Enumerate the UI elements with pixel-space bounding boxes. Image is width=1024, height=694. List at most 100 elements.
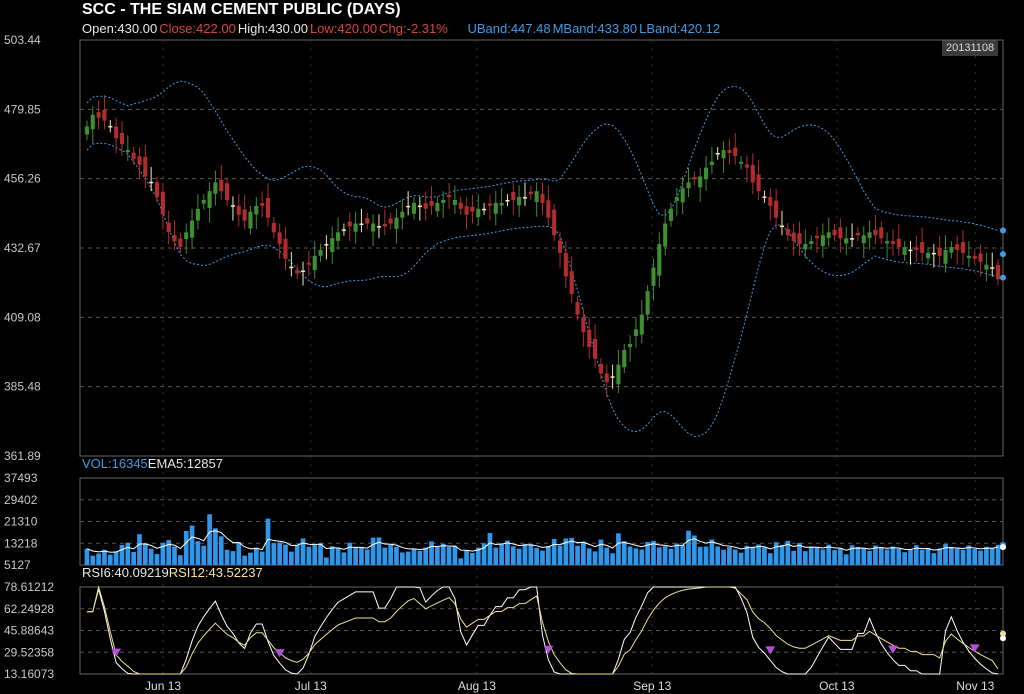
candle-body (814, 235, 820, 239)
candle-body (493, 202, 498, 214)
candle-body (84, 126, 89, 135)
volume-bar (464, 550, 469, 565)
upper-band-line (86, 80, 999, 232)
candle-body (797, 233, 802, 245)
volume-bar (201, 545, 207, 565)
candle-body (143, 156, 148, 177)
volume-bar (271, 543, 277, 565)
candle-body (90, 114, 95, 130)
volume-bar (750, 546, 756, 565)
lower-band-line (86, 142, 999, 437)
candle-body (604, 373, 609, 383)
volume-bar (569, 537, 575, 565)
candle-body (820, 235, 825, 247)
volume-bar (762, 547, 767, 565)
rsi-signal-marker (274, 649, 285, 658)
candle-body (879, 227, 884, 239)
volume-bar (808, 546, 814, 565)
candle-body (756, 174, 761, 192)
volume-bar (978, 550, 983, 565)
volume-bar (575, 545, 580, 565)
volume-bar (306, 546, 312, 565)
volume-bar (878, 547, 884, 565)
volume-bar (470, 552, 475, 565)
candle-body (557, 240, 563, 253)
volume-bar (797, 543, 802, 565)
volume-bar (639, 549, 645, 565)
candle-body (102, 109, 107, 121)
candle-body (540, 193, 545, 203)
candle-body (955, 244, 960, 250)
candle-body (359, 223, 364, 226)
candle-body (160, 191, 165, 215)
candle-body (353, 223, 358, 232)
candle-body (172, 234, 177, 242)
volume-bar (662, 546, 668, 565)
candle-body (376, 226, 382, 228)
volume-bar (259, 551, 265, 565)
volume-bar (242, 555, 247, 565)
volume-bar (966, 545, 972, 565)
volume-bar (581, 541, 586, 565)
volume-bar (621, 541, 627, 565)
candle-body (633, 329, 638, 337)
volume-bar (925, 548, 931, 565)
volume-bar (791, 550, 796, 565)
volume-bar (405, 551, 411, 565)
candle-body (411, 202, 417, 214)
volume-bar (458, 558, 464, 565)
volume-bar (960, 549, 966, 565)
candle-body (762, 196, 767, 198)
candle-body (260, 203, 265, 206)
candle-body (552, 209, 557, 236)
volume-bar (131, 551, 136, 565)
volume-bar (861, 548, 867, 565)
candle-body (388, 218, 393, 224)
candle-body (137, 156, 142, 165)
candle-body (960, 242, 966, 253)
volume-bar (119, 544, 125, 565)
candle-body (838, 227, 843, 239)
candle-body (417, 205, 422, 208)
volume-bar (954, 548, 960, 565)
candle-body (108, 125, 113, 128)
volume-bar (289, 551, 294, 565)
volume-bar (300, 538, 306, 565)
candle-body (739, 161, 744, 164)
candle-body (680, 188, 685, 203)
volume-bar (873, 545, 878, 565)
candle-body (861, 235, 866, 244)
volume-axis-tick-label: 21310 (4, 515, 38, 529)
rsi6-marker (1000, 635, 1006, 642)
candle-body (184, 232, 189, 240)
candle-body (563, 252, 568, 277)
volume-bar (84, 548, 90, 565)
x-tick-label: Oct 13 (819, 679, 855, 693)
volume-bar (499, 543, 504, 565)
volume-bar (446, 547, 452, 565)
candle-body (651, 267, 656, 286)
low-value: Low:420.00 (309, 21, 378, 36)
volume-bar (832, 550, 837, 565)
candle-body (943, 249, 948, 264)
candle-body (166, 222, 171, 233)
candle-body (744, 164, 749, 168)
candle-body (657, 244, 662, 276)
volume-bar (382, 547, 388, 565)
volume-bar (475, 547, 481, 565)
candle-body (306, 262, 311, 265)
volume-bar (207, 514, 212, 565)
volume-bar (604, 547, 610, 565)
candle-body (318, 249, 323, 256)
candle-body (546, 200, 551, 218)
lower-band-value: LBand:420.12 (639, 21, 721, 36)
candle-body (949, 247, 954, 253)
candle-body (482, 208, 487, 211)
candle-body (750, 165, 755, 183)
volume-bar (616, 533, 621, 565)
volume-bar (949, 547, 954, 565)
candle-body (131, 152, 136, 159)
volume-bar (394, 546, 399, 565)
candle-body (709, 161, 714, 166)
